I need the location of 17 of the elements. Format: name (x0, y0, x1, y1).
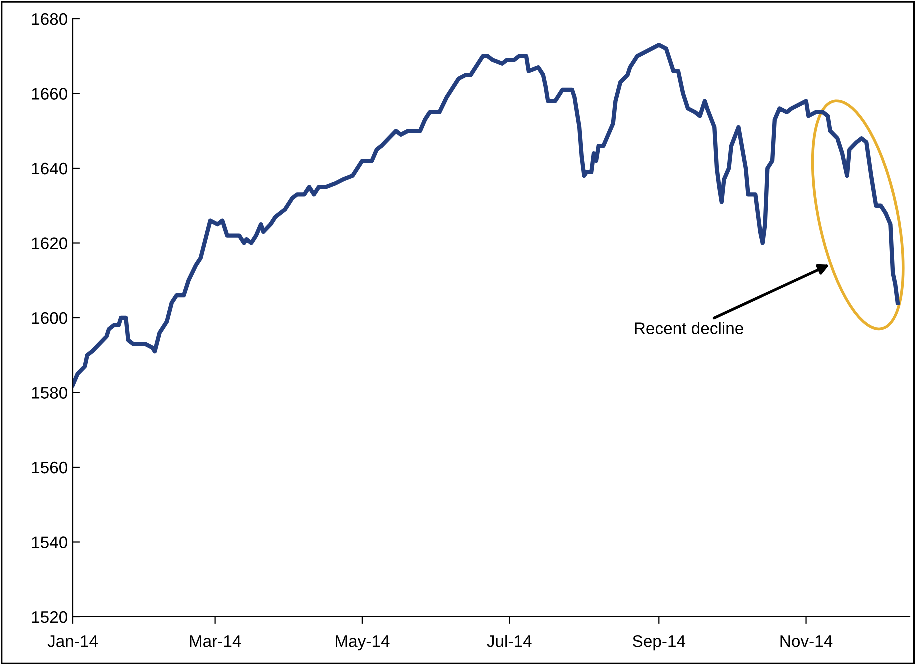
x-tick-label: Mar-14 (190, 636, 242, 648)
y-tick-label: 1560 (32, 462, 68, 474)
line-series (73, 43, 900, 388)
x-tick-label: Jan-14 (48, 636, 98, 648)
y-tick-label: 1540 (32, 536, 68, 548)
y-tick-label: 1580 (32, 387, 68, 399)
x-tick-label: Sep-14 (633, 635, 686, 651)
y-tick-label: 1600 (32, 312, 68, 324)
y-tick-label: 1660 (32, 88, 68, 100)
y-tick-label: 1640 (32, 162, 68, 175)
y-tick-label: 1620 (32, 238, 68, 250)
x-tick-label: Jul-14 (487, 635, 532, 648)
annotation: Recent decline (635, 322, 744, 334)
y-tick-label: 1680 (32, 13, 68, 26)
y-tick-label: 1520 (32, 611, 68, 624)
x-tick-label: Nov-14 (780, 636, 833, 648)
x-tick-label: May-14 (336, 636, 390, 651)
